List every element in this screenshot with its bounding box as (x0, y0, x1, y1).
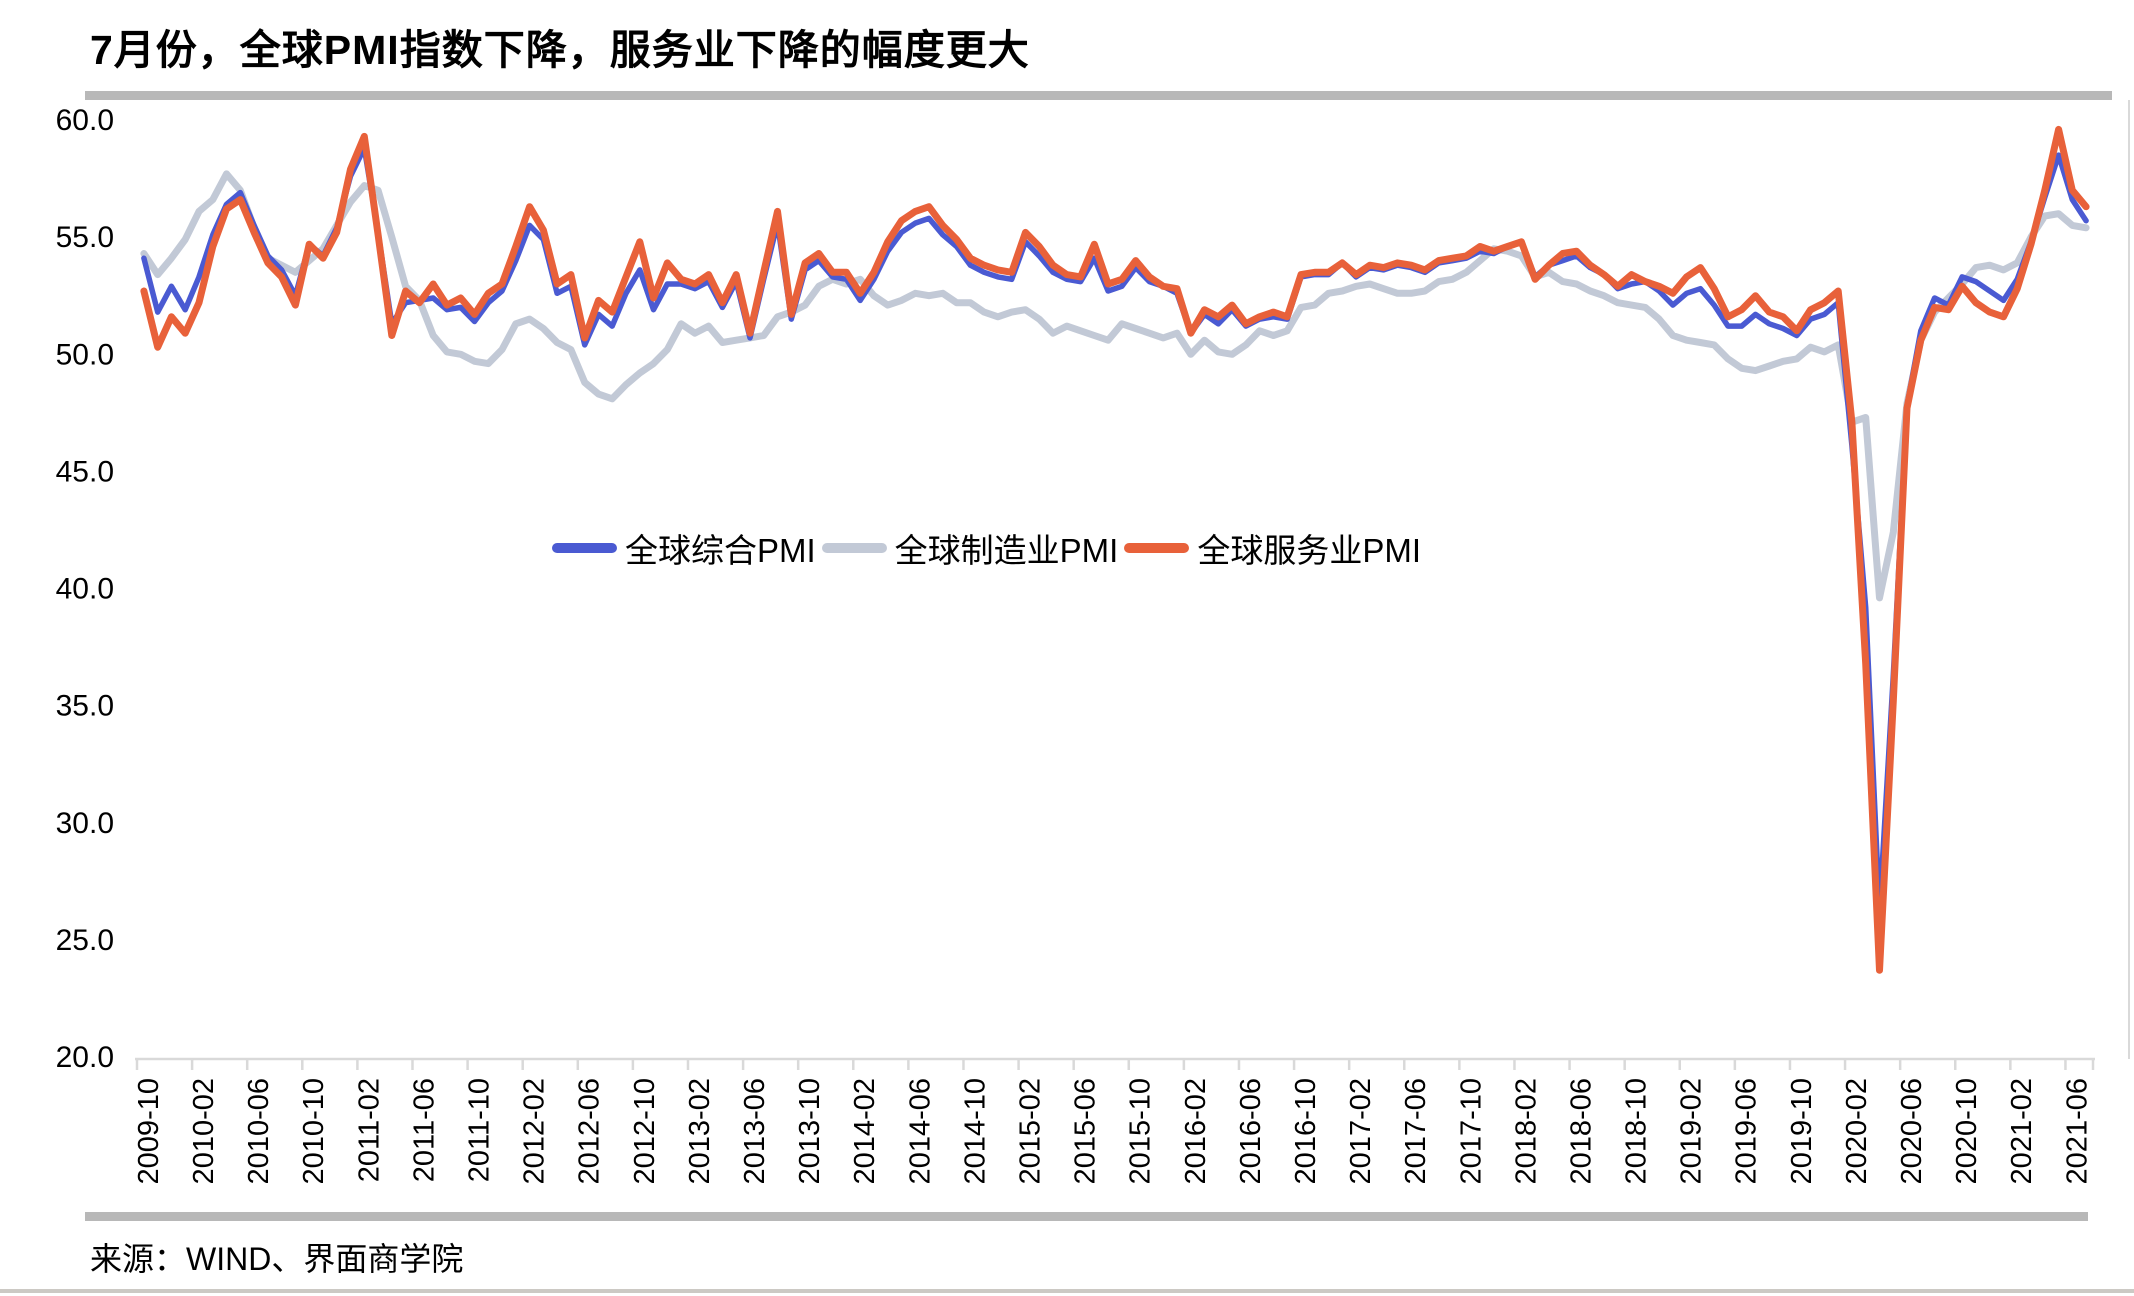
x-axis-label: 2012-02 (519, 1078, 551, 1184)
x-axis-label: 2010-02 (188, 1078, 220, 1184)
x-axis-label: 2018-10 (1621, 1078, 1653, 1184)
legend-item-manufacturing: 全球制造业PMI (821, 524, 1119, 572)
x-axis-label: 2018-02 (1510, 1078, 1542, 1184)
bottom-divider-bar (85, 1212, 2088, 1221)
x-axis-label: 2011-10 (463, 1078, 495, 1182)
x-axis-label: 2010-10 (298, 1078, 330, 1184)
y-axis-label: 45.0 (56, 455, 114, 488)
source-note: 来源：WIND、界面商学院 (90, 1241, 464, 1277)
x-axis-label: 2015-10 (1125, 1078, 1157, 1184)
x-axis-label: 2012-06 (574, 1078, 606, 1184)
composite-line-swatch (552, 543, 617, 553)
x-axis-label: 2009-10 (133, 1078, 165, 1184)
x-axis-label: 2013-02 (684, 1078, 716, 1184)
y-axis-label: 55.0 (56, 221, 114, 254)
x-axis-label: 2014-02 (849, 1078, 881, 1184)
x-axis-label: 2021-06 (2061, 1078, 2093, 1184)
page-title: 7月份，全球PMI指数下降，服务业下降的幅度更大 (90, 27, 1030, 73)
x-axis-label: 2015-02 (1014, 1078, 1046, 1184)
x-axis-label: 2012-10 (629, 1078, 661, 1184)
x-axis-label: 2013-10 (794, 1078, 826, 1184)
series-line-services (140, 125, 2090, 974)
x-axis-label: 2019-02 (1676, 1078, 1708, 1184)
x-axis-label: 2011-02 (353, 1078, 385, 1182)
x-axis-label: 2010-06 (243, 1078, 275, 1184)
y-axis-label: 20.0 (56, 1041, 114, 1074)
x-axis-label: 2017-06 (1400, 1078, 1432, 1184)
services-line-swatch (1124, 543, 1190, 553)
x-axis-label: 2017-10 (1455, 1078, 1487, 1184)
chart-legend: 全球综合PMI 全球制造业PMI 全球服务业PMI (552, 530, 1427, 569)
manufacturing-line-swatch (821, 543, 887, 553)
x-axis-label: 2013-06 (739, 1078, 771, 1184)
x-axis-label: 2016-02 (1180, 1078, 1212, 1184)
y-axis-label: 35.0 (56, 690, 114, 723)
x-axis-label: 2018-06 (1565, 1078, 1597, 1184)
legend-item-composite: 全球综合PMI (552, 524, 816, 572)
x-axis-label: 2014-10 (959, 1078, 991, 1184)
y-axis-label: 40.0 (56, 573, 114, 606)
x-axis-label: 2020-10 (1951, 1078, 1983, 1184)
legend-label-composite: 全球综合PMI (625, 532, 816, 569)
series-line-composite (141, 145, 2089, 915)
x-axis-label: 2015-06 (1070, 1078, 1102, 1184)
x-axis-label: 2021-02 (2006, 1078, 2038, 1184)
legend-item-services: 全球服务业PMI (1124, 524, 1421, 572)
x-axis-label: 2016-06 (1235, 1078, 1267, 1184)
x-axis-label: 2017-02 (1345, 1078, 1377, 1184)
legend-label-manufacturing: 全球制造业PMI (894, 532, 1119, 569)
y-axis-label: 30.0 (56, 807, 114, 840)
y-axis-label: 25.0 (56, 924, 114, 957)
page-bottom-edge (0, 1289, 2134, 1293)
x-axis-label: 2011-06 (408, 1078, 440, 1182)
x-axis-label: 2019-10 (1786, 1078, 1818, 1184)
series-line-manufacturing (140, 170, 2090, 602)
x-axis-label: 2020-06 (1896, 1078, 1928, 1184)
x-axis-label: 2016-10 (1290, 1078, 1322, 1184)
x-axis-label: 2020-02 (1841, 1078, 1873, 1184)
y-axis-label: 50.0 (56, 338, 114, 371)
top-divider-bar (85, 91, 2112, 100)
x-axis-label: 2019-06 (1731, 1078, 1763, 1184)
y-axis-label: 60.0 (56, 104, 114, 137)
legend-label-services: 全球服务业PMI (1197, 532, 1422, 569)
x-axis-label: 2014-06 (904, 1078, 936, 1184)
